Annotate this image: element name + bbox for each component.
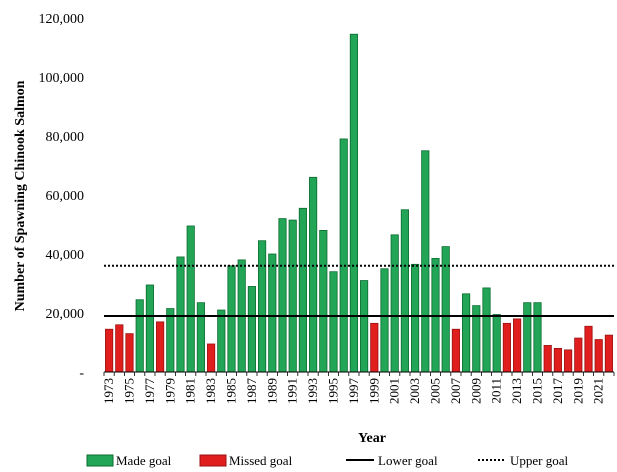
legend-label-lower-goal: Lower goal: [378, 453, 438, 468]
y-axis-title: Number of Spawning Chinook Salmon: [13, 80, 28, 311]
legend-label-missed-goal: Missed goal: [229, 453, 293, 468]
legend-label-upper-goal: Upper goal: [510, 453, 569, 468]
y-tick-label: 60,000: [46, 189, 85, 204]
bar-made-goal-2002: [400, 209, 409, 373]
legend-swatch-missed-goal: [199, 454, 227, 467]
x-tick-label: 1975: [122, 378, 137, 404]
x-tick-label: 1985: [224, 378, 239, 404]
bar-missed-goal-2020: [584, 325, 593, 373]
y-tick-label: 20,000: [46, 307, 85, 322]
y-tick-label: 120,000: [39, 12, 85, 27]
bar-made-goal-1982: [196, 302, 205, 373]
bar-missed-goal-2013: [513, 318, 522, 373]
bar-made-goal-2003: [411, 263, 420, 373]
bar-missed-goal-1983: [207, 343, 216, 373]
x-tick-label: 1995: [326, 378, 341, 404]
bar-made-goal-1997: [349, 33, 358, 373]
bar-made-goal-1977: [145, 284, 154, 373]
reference-lines: [104, 264, 614, 317]
bar-made-goal-1989: [268, 253, 277, 373]
bar-made-goal-2010: [482, 287, 491, 373]
legend: Made goal Missed goal Lower goal Upper g…: [86, 453, 569, 468]
x-tick-label: 2021: [591, 378, 606, 404]
bar-missed-goal-2022: [604, 334, 613, 373]
x-tick-label: 1997: [346, 378, 361, 405]
x-tick-label: 1981: [183, 378, 198, 404]
bar-made-goal-2004: [421, 150, 430, 373]
bar-made-goal-1994: [319, 229, 328, 373]
bar-missed-goal-1978: [156, 321, 165, 373]
bar-missed-goal-1975: [125, 333, 134, 373]
bar-made-goal-1995: [329, 271, 338, 373]
bar-made-goal-1991: [288, 219, 297, 373]
x-tick-label: 1979: [162, 378, 177, 404]
bar-made-goal-1976: [135, 299, 144, 373]
bar-made-goal-1980: [176, 256, 185, 373]
bar-made-goal-1996: [339, 138, 348, 373]
bar-missed-goal-1973: [105, 328, 114, 373]
bar-made-goal-2014: [523, 302, 532, 373]
x-tick-label: 2011: [489, 378, 504, 404]
y-tick-label: 80,000: [46, 130, 85, 145]
x-tick-label: 2009: [468, 378, 483, 404]
bar-made-goal-2011: [492, 314, 501, 373]
bar-missed-goal-2019: [574, 337, 583, 373]
y-tick-label: 100,000: [39, 71, 85, 86]
bar-made-goal-1993: [309, 176, 318, 373]
bar-missed-goal-1974: [115, 324, 124, 373]
x-tick-label: 1999: [366, 378, 381, 404]
bar-made-goal-1990: [278, 218, 287, 373]
x-tick-label: 1993: [305, 378, 320, 404]
bar-missed-goal-2018: [564, 349, 573, 373]
x-tick-label: 1987: [244, 378, 259, 405]
bar-made-goal-1992: [298, 207, 307, 373]
legend-label-made-goal: Made goal: [116, 453, 172, 468]
bar-missed-goal-2016: [543, 345, 552, 373]
bar-made-goal-1985: [227, 265, 236, 373]
bar-missed-goal-1999: [370, 322, 379, 373]
bar-made-goal-2000: [380, 268, 389, 373]
x-tick-label: 2013: [509, 378, 524, 404]
bar-made-goal-1981: [186, 225, 195, 373]
x-axis-ticks: 1973 1975 1977 1979 1981 1983 1985 1987 1989 1991…: [101, 372, 615, 405]
bars: [105, 33, 613, 373]
bar-made-goal-2001: [390, 234, 399, 373]
bar-missed-goal-2007: [451, 328, 460, 373]
legend-swatch-made-goal: [86, 454, 114, 467]
x-tick-label: 2007: [448, 378, 463, 405]
bar-missed-goal-2021: [594, 339, 603, 373]
x-tick-label: 2019: [570, 378, 585, 404]
y-tick-label: -: [79, 366, 84, 381]
x-tick-label: 1977: [142, 378, 157, 405]
x-tick-label: 1983: [203, 378, 218, 404]
x-tick-label: 2001: [387, 378, 402, 404]
bar-missed-goal-2012: [502, 322, 511, 373]
bar-made-goal-1979: [166, 308, 175, 373]
bar-made-goal-1984: [217, 309, 226, 373]
bar-made-goal-2015: [533, 302, 542, 373]
x-tick-label: 2017: [550, 378, 565, 405]
x-tick-label: 2015: [530, 378, 545, 404]
x-tick-label: 1989: [264, 378, 279, 404]
bar-made-goal-1998: [360, 280, 369, 373]
x-tick-label: 2005: [428, 378, 443, 404]
bar-made-goal-1987: [247, 286, 256, 373]
bar-made-goal-2008: [462, 293, 471, 373]
x-axis-title: Year: [358, 431, 386, 446]
x-tick-label: 1973: [101, 378, 116, 404]
x-tick-label: 1991: [285, 378, 300, 404]
bar-missed-goal-2017: [553, 347, 562, 373]
y-axis-ticks: - 20,000 40,000 60,000 80,000 100,000 120,000: [39, 12, 85, 381]
bar-made-goal-1988: [258, 240, 267, 373]
x-tick-label: 2003: [407, 378, 422, 404]
y-tick-label: 40,000: [46, 248, 85, 263]
